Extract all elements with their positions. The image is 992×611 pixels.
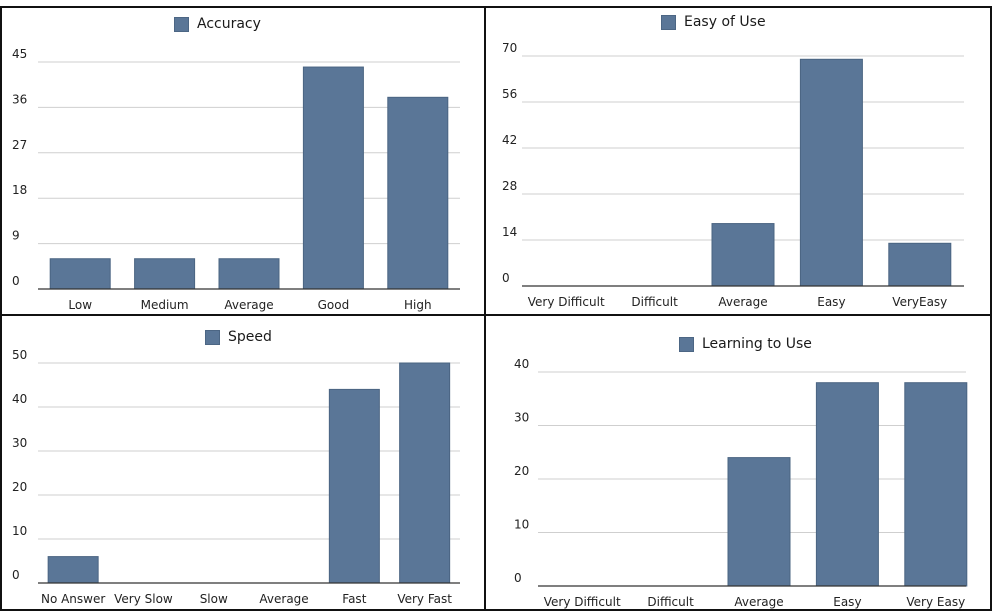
chart-panel-accuracy: Accuracy 0 9 18 27 36 45 Low Medium Average Good H… <box>0 6 486 316</box>
legend: Learning to Use <box>679 336 812 352</box>
bar <box>399 362 451 584</box>
category-label: Very Difficult <box>528 295 605 309</box>
category-label: Easy <box>833 595 861 609</box>
category-label: No Answer <box>41 592 105 606</box>
bar <box>302 66 364 290</box>
legend-swatch <box>661 14 676 30</box>
y-tick-label: 70 <box>502 41 517 55</box>
y-tick-label: 0 <box>502 271 510 285</box>
bar <box>47 556 99 584</box>
category-label: Low <box>68 298 92 312</box>
legend-swatch <box>174 16 189 32</box>
y-tick-label: 30 <box>12 436 27 450</box>
category-label: Average <box>718 295 767 309</box>
category-label: Very Difficult <box>544 595 621 609</box>
y-tick-label: 30 <box>514 411 529 425</box>
chart-easy-of-use: 0 14 28 42 56 70 Very Difficult Difficult Averag… <box>502 41 964 309</box>
legend: Speed <box>205 329 272 345</box>
y-tick-label: 50 <box>12 348 27 362</box>
legend: Easy of Use <box>661 14 766 30</box>
y-tick-label: 45 <box>12 47 27 61</box>
y-tick-label: 27 <box>12 138 27 152</box>
bar <box>218 258 280 290</box>
y-tick-label: 40 <box>12 392 27 406</box>
chart-learning-to-use: 0 10 20 30 40 Very Difficult Difficult Average E… <box>514 357 968 609</box>
category-label: Easy <box>817 295 845 309</box>
category-label: Difficult <box>631 295 678 309</box>
y-tick-label: 10 <box>514 518 529 532</box>
bar <box>387 96 449 290</box>
bar <box>727 457 791 587</box>
bar <box>888 242 952 287</box>
y-tick-label: 56 <box>502 87 517 101</box>
category-label: Good <box>318 298 350 312</box>
bar <box>711 223 775 287</box>
category-label: VeryEasy <box>892 295 947 309</box>
y-tick-label: 0 <box>514 571 522 585</box>
chart-speed: 0 10 20 30 40 50 No Answer Very Slow Slow Average… <box>12 348 460 606</box>
category-label: Average <box>259 592 308 606</box>
chart-accuracy: 0 9 18 27 36 45 Low Medium Average Good High <box>12 47 460 312</box>
category-label: Average <box>734 595 783 609</box>
y-tick-label: 20 <box>12 480 27 494</box>
bar <box>904 382 968 587</box>
chart-panel-speed: Speed 0 10 20 30 40 50 No Answer Very Slow Slow A… <box>0 314 486 611</box>
category-label: Very Slow <box>114 592 173 606</box>
legend-swatch <box>205 329 220 345</box>
legend-label: Accuracy <box>197 16 261 32</box>
category-label: Slow <box>200 592 228 606</box>
y-tick-label: 18 <box>12 183 27 197</box>
category-label: Difficult <box>647 595 694 609</box>
legend-label: Learning to Use <box>702 336 812 352</box>
y-tick-label: 0 <box>12 568 20 582</box>
category-label: Medium <box>141 298 189 312</box>
legend-label: Speed <box>228 329 272 345</box>
bar <box>799 58 863 287</box>
y-tick-label: 10 <box>12 524 27 538</box>
category-label: Fast <box>342 592 366 606</box>
y-tick-label: 9 <box>12 229 20 243</box>
y-tick-label: 0 <box>12 274 20 288</box>
category-label: Average <box>224 298 273 312</box>
chart-panel-easy-of-use: Easy of Use 0 14 28 42 56 70 Very Difficult Dif… <box>484 6 992 316</box>
bar <box>134 258 196 290</box>
category-label: Very Fast <box>397 592 452 606</box>
bar <box>815 382 879 587</box>
y-tick-label: 14 <box>502 225 517 239</box>
y-tick-label: 40 <box>514 357 529 371</box>
y-tick-label: 20 <box>514 464 529 478</box>
y-tick-label: 42 <box>502 133 517 147</box>
y-tick-label: 36 <box>12 92 27 106</box>
bar <box>328 388 380 584</box>
category-label: High <box>404 298 432 312</box>
legend-swatch <box>679 336 694 352</box>
y-tick-label: 28 <box>502 179 517 193</box>
category-label: Very Easy <box>906 595 965 609</box>
legend-label: Easy of Use <box>684 14 766 30</box>
chart-panel-learning-to-use: Learning to Use 0 10 20 30 40 Very Difficult D… <box>484 314 992 611</box>
bar <box>49 258 111 290</box>
legend: Accuracy <box>174 16 261 32</box>
